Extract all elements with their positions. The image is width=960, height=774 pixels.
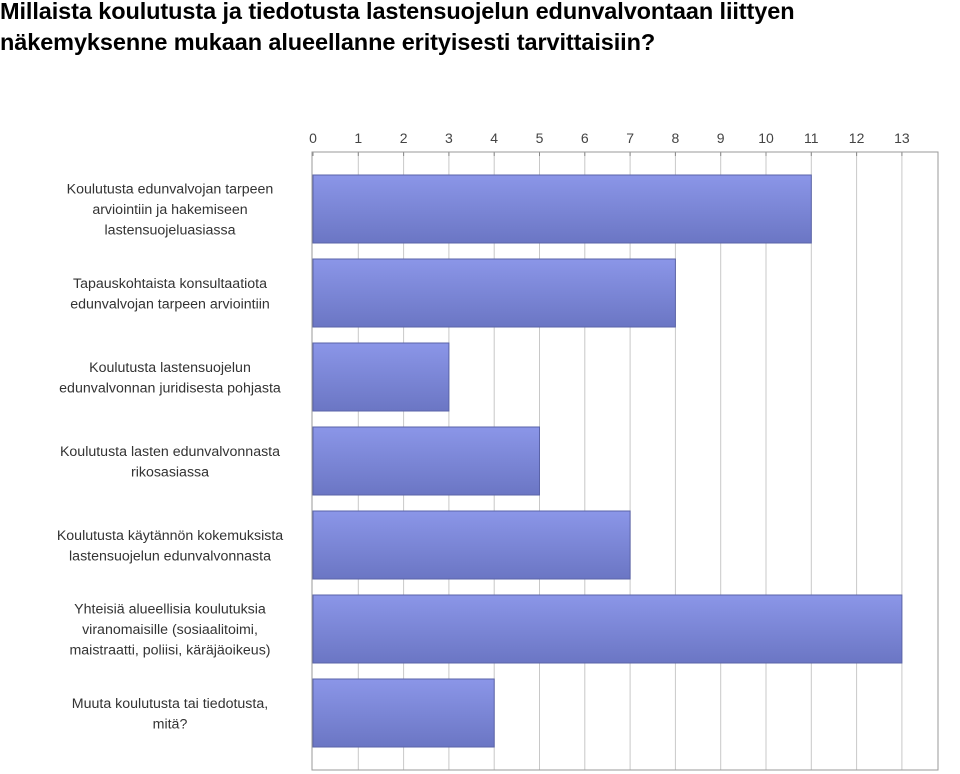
tick-label: 12 <box>849 130 865 146</box>
tick-label: 5 <box>536 130 544 146</box>
tick-label: 1 <box>354 130 362 146</box>
tick-label: 4 <box>490 130 498 146</box>
bar <box>312 426 540 496</box>
tick-label: 6 <box>581 130 589 146</box>
category-label: Muuta koulutusta tai tiedotusta, mitä? <box>72 696 268 733</box>
bar <box>312 174 812 244</box>
bar <box>312 678 495 748</box>
bars <box>312 174 903 748</box>
x-axis-ticks: 0 1 2 3 4 5 6 7 8 9 10 11 12 13 <box>309 130 910 146</box>
tick-label: 10 <box>758 130 774 146</box>
tick-label: 7 <box>626 130 634 146</box>
chart-title: Millaista koulutusta ja tiedotusta laste… <box>0 0 795 55</box>
tick-label: 9 <box>717 130 725 146</box>
bar <box>312 510 631 580</box>
category-label: Yhteisiä alueellisia koulutuksia viranoma… <box>69 602 270 659</box>
plot-border <box>311 151 939 771</box>
tick-label: 3 <box>445 130 453 146</box>
bar <box>312 258 676 328</box>
category-label: Koulutusta lastensuojelun edunvalvonnan j… <box>59 360 281 397</box>
tick-label: 13 <box>894 130 910 146</box>
tick-label: 0 <box>309 130 317 146</box>
bar <box>312 594 903 664</box>
category-label: Koulutusta lasten edunvalvonnasta rikosas… <box>60 444 280 481</box>
category-label: Tapauskohtaista konsultaatiota edunvalvoj… <box>70 276 270 313</box>
category-label: Koulutusta edunvalvojan tarpeen arviointi… <box>67 182 274 239</box>
tick-label: 2 <box>400 130 408 146</box>
tick-label: 11 <box>804 130 819 146</box>
category-label: Koulutusta käytännön kokemuksista lastens… <box>57 528 283 565</box>
bar <box>312 342 450 412</box>
tick-label: 8 <box>672 130 680 146</box>
category-labels: Koulutusta edunvalvojan tarpeen arviointi… <box>57 182 283 733</box>
